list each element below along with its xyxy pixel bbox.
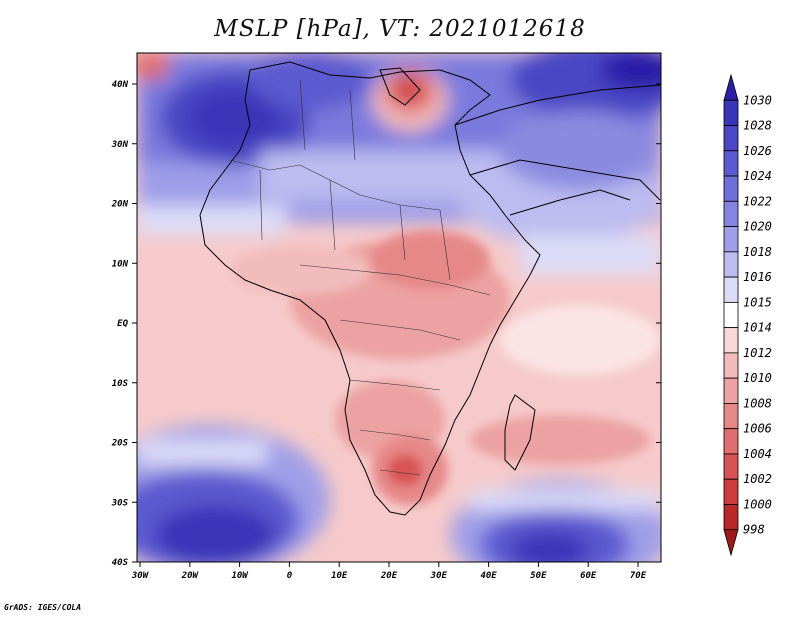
colorbar-cell	[723, 352, 739, 379]
x-tick-label: 10W	[231, 571, 249, 581]
colorbar-label: 1000	[743, 497, 772, 511]
colorbar-label: 1018	[743, 245, 772, 259]
x-tick-label: 50E	[530, 571, 547, 581]
colorbar-cell	[723, 504, 739, 531]
y-tick-label: 40S	[112, 558, 129, 568]
y-tick-label: 20S	[111, 439, 129, 449]
colorbar-cell	[723, 377, 739, 404]
colorbar-cell	[723, 251, 739, 278]
colorbar-cell	[723, 529, 739, 557]
colorbar-label: 1012	[743, 346, 772, 360]
colorbar-label: 1020	[743, 220, 772, 234]
colorbar-label: 1016	[743, 270, 772, 284]
x-tick-label: 0	[287, 571, 293, 581]
colorbar-cell	[723, 453, 739, 480]
colorbar-label: 1010	[743, 371, 772, 385]
x-tick-label: 20E	[380, 571, 398, 581]
x-tick-label: 70E	[630, 571, 647, 581]
y-tick-label: 20N	[111, 200, 129, 210]
y-tick-label: 10N	[112, 259, 129, 269]
colorbar-label: 1008	[743, 396, 772, 410]
colorbar-cell	[723, 403, 739, 430]
colorbar-cell	[723, 125, 739, 152]
colorbar-cell	[723, 478, 739, 505]
colorbar-label: 1002	[743, 472, 772, 486]
colorbar-cell	[723, 301, 739, 329]
colorbar-label: 1015	[743, 295, 772, 309]
colorbar-label: 1022	[743, 194, 772, 208]
y-tick-label: 40N	[112, 80, 129, 90]
colorbar-cell	[723, 99, 739, 126]
pressure-field	[137, 53, 661, 562]
colorbar-cell	[723, 276, 739, 303]
colorbar-cell	[723, 226, 739, 253]
colorbar-label: 1014	[743, 321, 772, 335]
colorbar-cell	[723, 175, 739, 202]
y-tick-label: EQ	[117, 319, 128, 329]
coastlines	[199, 61, 661, 516]
y-tick-label: 10S	[112, 379, 129, 389]
map-frame	[136, 52, 662, 563]
x-tick-label: 40E	[480, 571, 497, 581]
map-title: MSLP [hPa], VT: 2021012618	[214, 16, 586, 42]
colorbar-cell	[723, 327, 739, 354]
y-axis: 40N 30N 20N 10N EQ 10S 20S 30S 40S	[111, 80, 661, 568]
credit-text: GrADS: IGES/COLA	[4, 603, 82, 612]
y-tick-label: 30N	[111, 140, 129, 150]
colorbar-label: 1006	[743, 422, 772, 436]
colorbar-cell	[723, 200, 739, 227]
colorbar: 1030 1028 1026 1024 1022 1020 1018 1016 1015 1014…	[723, 73, 772, 557]
x-axis: 30W 20W 10W 0 10E 20E 30E 40E 50E 60E 70E	[131, 562, 647, 581]
colorbar-label: 1024	[743, 169, 772, 183]
x-tick-label: 20W	[181, 571, 200, 581]
y-tick-label: 30S	[111, 498, 129, 508]
x-tick-label: 30W	[131, 571, 150, 581]
colorbar-cell	[723, 150, 739, 177]
x-tick-label: 60E	[580, 571, 597, 581]
country-borders	[229, 79, 491, 476]
colorbar-cell	[723, 428, 739, 455]
colorbar-label: 998	[743, 523, 765, 537]
colorbar-label: 1028	[743, 119, 772, 133]
colorbar-label: 1026	[743, 144, 772, 158]
x-tick-label: 30E	[430, 571, 448, 581]
colorbar-cell	[723, 73, 739, 101]
colorbar-label: 1004	[743, 447, 772, 461]
x-tick-label: 10E	[331, 571, 348, 581]
colorbar-label: 1030	[743, 93, 772, 107]
